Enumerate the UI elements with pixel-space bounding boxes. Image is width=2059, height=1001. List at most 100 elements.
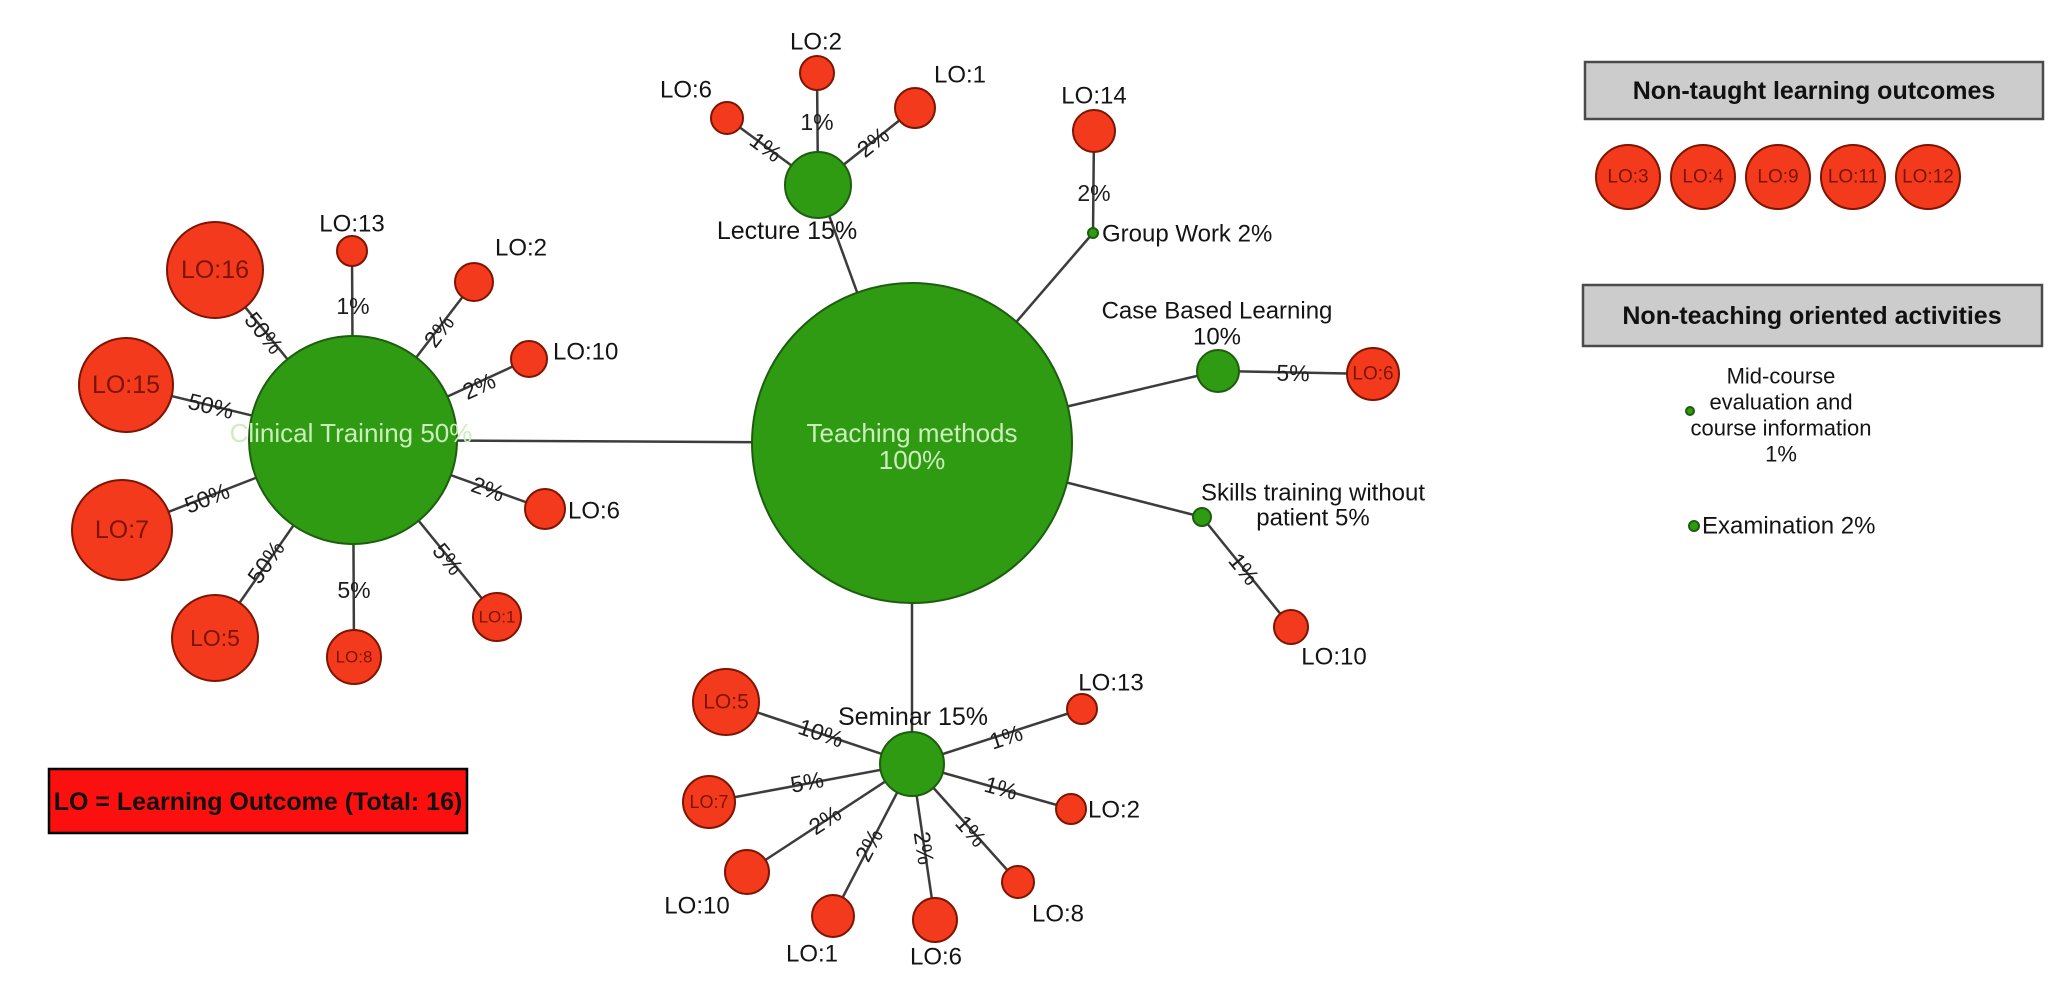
- edge-label-seminar-m10: 2%: [804, 800, 846, 840]
- non-teaching-header: [1581, 283, 2044, 348]
- edge-label-clinical-c8: 5%: [337, 577, 370, 603]
- node-label-c7: LO:7: [95, 516, 149, 544]
- node-c13[interactable]: [336, 235, 368, 267]
- node-exam[interactable]: [1688, 520, 1700, 532]
- edge-label-seminar-m13: 1%: [986, 720, 1026, 755]
- node-c16[interactable]: [166, 221, 264, 319]
- node-label-m10: LO:10: [664, 893, 729, 920]
- node-lecture[interactable]: [784, 151, 852, 219]
- node-label-m2: LO:2: [1088, 797, 1140, 824]
- node-groupwork[interactable]: [1087, 227, 1099, 239]
- node-c6[interactable]: [524, 488, 566, 530]
- node-l2[interactable]: [799, 55, 835, 91]
- edge-skills-s10: [1201, 516, 1292, 628]
- node-label-cbl: 10%: [1193, 324, 1241, 351]
- edge-label-seminar-m2: 1%: [981, 771, 1020, 805]
- edge-label-seminar-m1: 2%: [850, 824, 888, 865]
- node-label-clinical: Clinical Training 50%: [230, 418, 473, 448]
- node-label-m8: LO:8: [1032, 901, 1084, 928]
- node-label-s10: LO:10: [1301, 644, 1366, 671]
- edge-seminar-m7: [708, 762, 913, 804]
- node-c10[interactable]: [510, 340, 548, 378]
- node-label-p11: LO:11: [1828, 167, 1878, 188]
- node-label-l6: LO:6: [660, 77, 712, 104]
- node-label-c2: LO:2: [495, 235, 547, 262]
- node-p12[interactable]: [1895, 144, 1961, 210]
- edge-label-lecture-l6: 1%: [745, 127, 787, 168]
- node-c7[interactable]: [71, 479, 173, 581]
- node-m7[interactable]: [682, 775, 736, 829]
- node-clinical[interactable]: [248, 335, 458, 545]
- node-c2[interactable]: [454, 262, 494, 302]
- node-m13[interactable]: [1066, 693, 1098, 725]
- node-label-cbl: Case Based Learning: [1102, 298, 1333, 325]
- node-m10[interactable]: [724, 849, 770, 895]
- node-label-skills: Skills training without: [1201, 480, 1425, 507]
- node-label-l2: LO:2: [790, 29, 842, 56]
- non-taught-header: [1583, 60, 2045, 121]
- edge-label-clinical-c7: 50%: [181, 478, 233, 519]
- node-l1[interactable]: [894, 87, 936, 129]
- node-label-c13: LO:13: [319, 211, 384, 238]
- node-c8[interactable]: [326, 629, 382, 685]
- node-label-m6: LO:6: [910, 944, 962, 971]
- node-label-p12: LO:12: [1902, 167, 1954, 188]
- node-label-midcourse: course information: [1691, 416, 1872, 441]
- edge-label-skills-s10: 1%: [1223, 548, 1264, 590]
- edge-label-lecture-l1: 2%: [852, 121, 894, 162]
- node-l6[interactable]: [710, 101, 744, 135]
- node-midcourse[interactable]: [1685, 406, 1695, 416]
- node-label-m7: LO:7: [689, 792, 728, 812]
- node-m2[interactable]: [1055, 793, 1087, 825]
- node-p9[interactable]: [1745, 144, 1811, 210]
- node-p11[interactable]: [1820, 144, 1886, 210]
- node-label-c10: LO:10: [553, 339, 618, 366]
- node-label-c15: LO:15: [92, 371, 160, 399]
- node-cbl[interactable]: [1196, 349, 1240, 393]
- node-m1[interactable]: [811, 894, 855, 938]
- node-label-skills: patient 5%: [1256, 505, 1369, 532]
- edge-label-clinical-c13: 1%: [336, 293, 369, 319]
- node-label-teaching: Teaching methods: [806, 418, 1017, 448]
- node-label-b6: LO:6: [1352, 364, 1393, 385]
- node-seminar[interactable]: [879, 731, 945, 797]
- node-m5[interactable]: [692, 668, 760, 736]
- edge-label-groupwork-g14: 2%: [1077, 180, 1110, 206]
- node-label-g14: LO:14: [1061, 83, 1126, 110]
- node-c15[interactable]: [78, 337, 174, 433]
- node-label-midcourse: Mid-course: [1727, 364, 1836, 389]
- edge-label-seminar-m7: 5%: [788, 766, 825, 798]
- node-label-m5: LO:5: [703, 691, 749, 714]
- node-c5[interactable]: [171, 594, 259, 682]
- lo-legend-label: LO = Learning Outcome (Total: 16): [54, 788, 463, 816]
- edge-label-clinical-c5: 50%: [242, 536, 290, 589]
- lo-legend: [47, 767, 469, 835]
- node-teaching[interactable]: [751, 282, 1073, 604]
- node-p4[interactable]: [1670, 144, 1736, 210]
- edge-label-clinical-c10: 2%: [458, 367, 499, 405]
- node-p3[interactable]: [1595, 144, 1661, 210]
- node-label-m1: LO:1: [786, 941, 838, 968]
- non-taught-header-label: Non-taught learning outcomes: [1633, 77, 1996, 105]
- node-label-c1: LO:1: [479, 608, 516, 627]
- node-label-m13: LO:13: [1078, 670, 1143, 697]
- node-label-midcourse: 1%: [1765, 442, 1797, 467]
- node-m6[interactable]: [912, 897, 958, 943]
- node-skills[interactable]: [1192, 507, 1212, 527]
- node-m8[interactable]: [1001, 865, 1035, 899]
- node-label-c16: LO:16: [181, 256, 249, 284]
- node-label-seminar: Seminar 15%: [838, 703, 988, 731]
- node-label-midcourse: evaluation and: [1709, 390, 1852, 415]
- non-teaching-header-label: Non-teaching oriented activities: [1622, 302, 2001, 330]
- node-label-p9: LO:9: [1757, 167, 1798, 188]
- edge-label-clinical-c6: 2%: [468, 471, 508, 507]
- node-g14[interactable]: [1072, 109, 1116, 153]
- node-b6[interactable]: [1346, 347, 1400, 401]
- edge-label-seminar-m6: 2%: [909, 830, 940, 867]
- edge-label-cbl-b6: 5%: [1276, 360, 1310, 387]
- node-s10[interactable]: [1273, 609, 1309, 645]
- node-c1[interactable]: [472, 592, 522, 642]
- node-label-c5: LO:5: [190, 625, 240, 651]
